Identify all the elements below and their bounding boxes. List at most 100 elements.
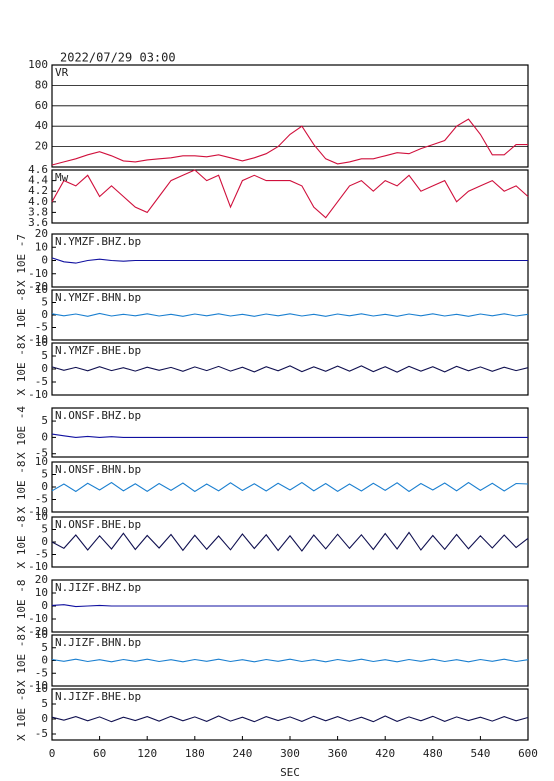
- y-tick-label: 5: [41, 349, 48, 362]
- x-tick-label: 360: [328, 747, 348, 760]
- trace: [51, 531, 529, 552]
- y-axis-label: X 10E -8: [15, 343, 28, 396]
- x-tick-label: 600: [518, 747, 538, 760]
- y-tick-label: 0: [41, 308, 48, 321]
- y-tick-label: 20: [35, 573, 48, 586]
- trace: [51, 481, 529, 493]
- panel-label: N.JIZF.BHZ.bp: [55, 581, 141, 594]
- y-tick-label: 10: [35, 628, 48, 641]
- panel-frame: [51, 64, 529, 168]
- panel-label: N.YMZF.BHN.bp: [55, 291, 141, 304]
- x-tick-label: 120: [137, 747, 157, 760]
- y-tick-label: 4.6: [28, 163, 48, 176]
- y-tick-label: 10: [35, 682, 48, 695]
- y-tick-label: 4.4: [28, 174, 48, 187]
- y-tick-label: -5: [35, 321, 48, 334]
- y-tick-label: 40: [35, 119, 48, 132]
- y-tick-label: 4.0: [28, 195, 48, 208]
- trace: [51, 257, 528, 264]
- y-tick-label: 5: [41, 296, 48, 309]
- y-tick-label: 5: [41, 523, 48, 536]
- y-tick-label: 0: [41, 654, 48, 667]
- y-tick-label: 0: [41, 362, 48, 375]
- y-axis-label: X 10E -8: [15, 580, 28, 633]
- y-tick-label: 5: [41, 414, 48, 427]
- chart-title: 2022/07/29 03:00: [60, 51, 176, 65]
- x-tick-label: 540: [470, 747, 490, 760]
- x-tick-label: 240: [232, 747, 252, 760]
- y-tick-label: -5: [35, 666, 48, 679]
- y-tick-label: 5: [41, 697, 48, 710]
- panel-frame: [51, 407, 529, 458]
- y-tick-label: -10: [28, 505, 48, 518]
- y-tick-label: -5: [35, 548, 48, 561]
- y-axis-label: X 10E -8: [15, 516, 28, 569]
- panel-label: N.YMZF.BHE.bp: [55, 344, 141, 357]
- y-tick-label: 10: [35, 510, 48, 523]
- y-tick-label: 10: [35, 240, 48, 253]
- y-tick-label: 3.8: [28, 205, 48, 218]
- y-tick-label: 80: [35, 78, 48, 91]
- y-tick-label: 10: [35, 455, 48, 468]
- panel-label: N.JIZF.BHN.bp: [55, 636, 141, 649]
- trace: [51, 433, 528, 438]
- panel-label: N.ONSF.BHZ.bp: [55, 409, 141, 422]
- y-tick-label: -5: [35, 727, 48, 740]
- y-tick-label: 60: [35, 99, 48, 112]
- y-tick-label: 0: [41, 430, 48, 443]
- y-tick-label: -5: [35, 375, 48, 388]
- trace: [51, 118, 528, 166]
- y-tick-label: 20: [35, 140, 48, 153]
- y-axis-label: X 10E -8: [15, 289, 28, 342]
- trace: [51, 604, 528, 608]
- y-tick-label: 10: [35, 283, 48, 296]
- y-tick-label: -10: [28, 388, 48, 401]
- x-tick-label: 480: [423, 747, 443, 760]
- y-axis-label: X 10E -8: [15, 634, 28, 687]
- y-tick-label: -10: [28, 612, 48, 625]
- y-tick-label: 20: [35, 227, 48, 240]
- panel-label: N.JIZF.BHE.bp: [55, 690, 141, 703]
- x-tick-label: 180: [185, 747, 205, 760]
- y-tick-label: 3.6: [28, 216, 48, 229]
- panel-label: N.ONSF.BHE.bp: [55, 518, 141, 531]
- y-axis-label: X 10E -7: [15, 234, 28, 287]
- y-tick-label: 4.2: [28, 184, 48, 197]
- y-tick-label: -5: [35, 493, 48, 506]
- y-tick-label: 0: [41, 712, 48, 725]
- y-tick-label: 0: [41, 535, 48, 548]
- y-tick-label: -10: [28, 333, 48, 346]
- y-tick-label: -20: [28, 280, 48, 293]
- trace: [51, 365, 529, 373]
- y-tick-label: -10: [28, 267, 48, 280]
- x-tick-label: 420: [375, 747, 395, 760]
- x-tick-label: 300: [280, 747, 300, 760]
- y-tick-label: 0: [41, 254, 48, 267]
- trace: [51, 715, 529, 723]
- y-tick-label: -10: [28, 679, 48, 692]
- y-axis-label: X 10E -4: [15, 406, 28, 459]
- y-tick-label: 5: [41, 641, 48, 654]
- y-tick-label: -20: [28, 625, 48, 638]
- x-tick-label: 60: [93, 747, 106, 760]
- y-tick-label: -5: [35, 447, 48, 460]
- x-tick-label: 0: [49, 747, 56, 760]
- y-tick-label: -10: [28, 560, 48, 573]
- y-tick-label: 100: [28, 58, 48, 71]
- y-tick-label: 0: [41, 599, 48, 612]
- x-axis-label: SEC: [280, 766, 300, 779]
- trace: [51, 312, 529, 317]
- y-axis-label: X 10E -8: [15, 688, 28, 741]
- y-tick-label: 0: [41, 480, 48, 493]
- panel-label: N.YMZF.BHZ.bp: [55, 235, 141, 248]
- y-axis-label: X 10E -8: [15, 461, 28, 514]
- trace: [51, 169, 529, 219]
- y-tick-label: 10: [35, 586, 48, 599]
- y-tick-label: 10: [35, 336, 48, 349]
- panel-label: VR: [55, 66, 69, 79]
- panel-label: N.ONSF.BHN.bp: [55, 463, 141, 476]
- panel-label: Mw: [55, 171, 69, 184]
- y-tick-label: 5: [41, 468, 48, 481]
- trace: [51, 658, 529, 663]
